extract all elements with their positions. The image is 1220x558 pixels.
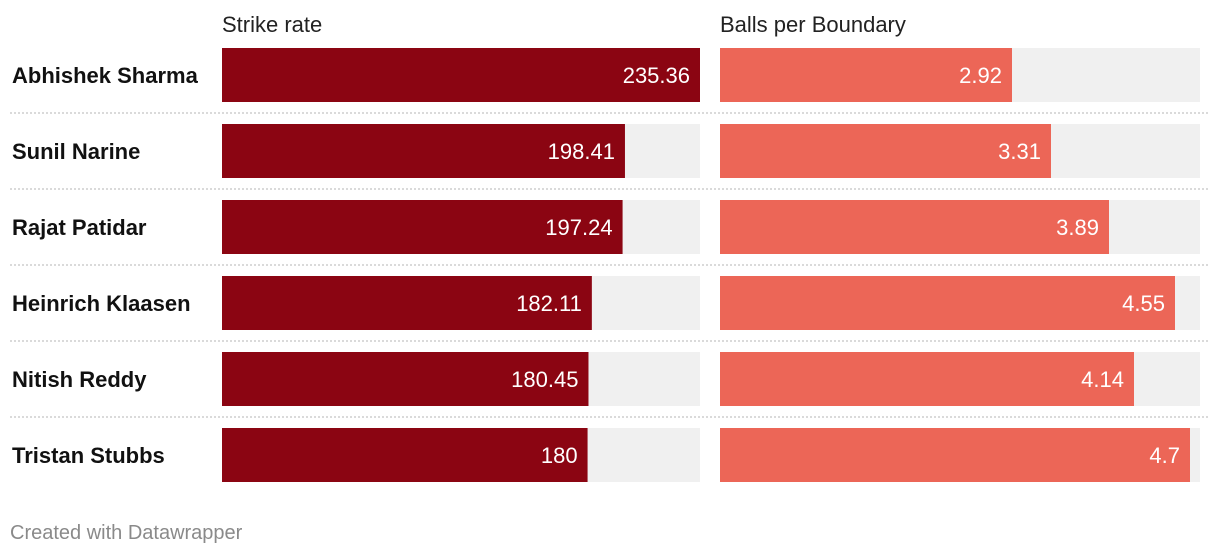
row-label-nitish-reddy: Nitish Reddy — [12, 367, 147, 392]
bar-balls-per-boundary-abhishek-sharma — [720, 48, 1012, 102]
row-label-tristan-stubbs: Tristan Stubbs — [12, 443, 165, 468]
bar-strike-rate-tristan-stubbs — [222, 428, 588, 482]
data-label-strike-rate-rajat-patidar: 197.24 — [545, 215, 612, 240]
data-label-strike-rate-abhishek-sharma: 235.36 — [623, 63, 690, 88]
row-label-rajat-patidar: Rajat Patidar — [12, 215, 147, 240]
row-label-abhishek-sharma: Abhishek Sharma — [12, 63, 199, 88]
datawrapper-credit: Created with Datawrapper — [10, 522, 243, 544]
data-label-balls-per-boundary-abhishek-sharma: 2.92 — [959, 63, 1002, 88]
data-label-balls-per-boundary-heinrich-klaasen: 4.55 — [1122, 291, 1165, 316]
data-label-balls-per-boundary-nitish-reddy: 4.14 — [1081, 367, 1124, 392]
data-label-strike-rate-nitish-reddy: 180.45 — [511, 367, 578, 392]
data-label-balls-per-boundary-rajat-patidar: 3.89 — [1056, 215, 1099, 240]
data-label-strike-rate-sunil-narine: 198.41 — [548, 139, 615, 164]
bar-balls-per-boundary-tristan-stubbs — [720, 428, 1190, 482]
row-label-heinrich-klaasen: Heinrich Klaasen — [12, 291, 191, 316]
bar-strike-rate-abhishek-sharma — [222, 48, 700, 102]
bar-strike-rate-sunil-narine — [222, 124, 625, 178]
row-label-sunil-narine: Sunil Narine — [12, 139, 140, 164]
data-label-balls-per-boundary-tristan-stubbs: 4.7 — [1149, 443, 1180, 468]
bar-strike-rate-rajat-patidar — [222, 200, 623, 254]
bar-balls-per-boundary-heinrich-klaasen — [720, 276, 1175, 330]
bar-strike-rate-nitish-reddy — [222, 352, 589, 406]
data-label-balls-per-boundary-sunil-narine: 3.31 — [998, 139, 1041, 164]
column-header-strike-rate: Strike rate — [222, 12, 322, 37]
data-label-strike-rate-heinrich-klaasen: 182.11 — [516, 291, 582, 316]
bar-balls-per-boundary-nitish-reddy — [720, 352, 1134, 406]
bar-strike-rate-heinrich-klaasen — [222, 276, 592, 330]
bar-balls-per-boundary-rajat-patidar — [720, 200, 1109, 254]
column-header-balls-per-boundary: Balls per Boundary — [720, 12, 906, 37]
split-bar-chart: Strike rate Balls per Boundary Abhishek Sh… — [10, 12, 1208, 482]
bar-balls-per-boundary-sunil-narine — [720, 124, 1051, 178]
data-label-strike-rate-tristan-stubbs: 180 — [541, 443, 578, 468]
